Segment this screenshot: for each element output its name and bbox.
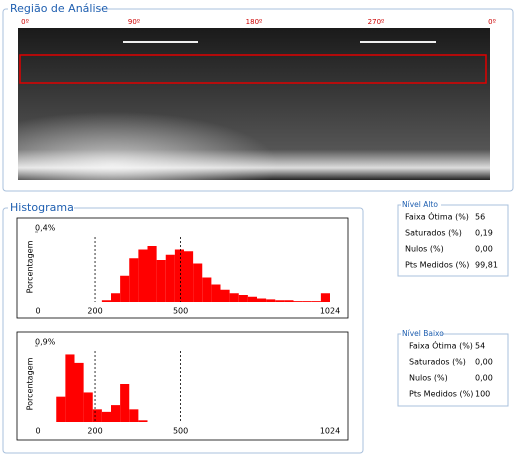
histogram-bar — [129, 409, 139, 422]
legend-bg — [8, 2, 100, 16]
histogram-bar — [211, 284, 221, 302]
histogram-bar — [92, 409, 102, 422]
stats-title: Nível Alto — [402, 200, 438, 209]
stats-label: Faixa Ótima (%) — [409, 340, 473, 351]
stats-title: Nível Baixo — [402, 329, 444, 338]
stats-label: Saturados (%) — [405, 229, 462, 238]
histogram-bar — [111, 405, 121, 422]
histogram-bar — [184, 251, 194, 302]
angle-label: 0º — [21, 18, 29, 26]
analysis-region[interactable] — [19, 54, 487, 84]
stats-value: 99,81 — [475, 261, 498, 270]
stats-label: Nulos (%) — [409, 374, 448, 383]
stats-value: 100 — [475, 390, 490, 399]
histogram-bar — [101, 300, 111, 302]
stats-label: Faixa Ótima (%) — [405, 211, 469, 222]
region-group — [2, 8, 514, 192]
histogram-bar — [111, 293, 121, 302]
x-tick-label: 0 — [35, 427, 40, 436]
stats-label: Nulos (%) — [405, 245, 444, 254]
histogram-bar — [147, 246, 157, 302]
stats-value: 0,00 — [475, 245, 493, 254]
angle-label: 270º — [368, 18, 385, 26]
stats-box — [397, 204, 509, 277]
image-glow — [18, 28, 490, 180]
x-tick-label: 0 — [35, 307, 40, 316]
histogram-bar — [284, 300, 294, 302]
y-tick-label: 0,9% — [35, 338, 56, 347]
x-tick-label: 200 — [87, 307, 102, 316]
histogram-bar — [83, 392, 93, 422]
histogram-bar — [247, 296, 257, 302]
histogram-bar — [220, 289, 230, 302]
angle-label: 90º — [128, 18, 140, 26]
histogram-bar — [275, 300, 285, 302]
x-tick-label: 500 — [173, 427, 188, 436]
y-axis-label: Porcentagem — [26, 240, 35, 293]
histogram-group — [2, 207, 364, 454]
histogram-bar — [74, 362, 84, 422]
histogram-bar — [138, 420, 148, 422]
histogram-bar — [101, 411, 111, 422]
stats-label: Saturados (%) — [409, 358, 466, 367]
histogram-bar — [138, 249, 148, 302]
histogram-bar — [229, 293, 239, 302]
legend-bg — [401, 330, 441, 338]
histogram-bar — [202, 277, 212, 302]
histogram-bar — [156, 260, 166, 302]
histogram-bar — [257, 298, 267, 302]
histogram-bar — [311, 301, 321, 302]
histogram-bar — [120, 384, 130, 422]
stats-label: Pts Medidos (%) — [405, 261, 469, 270]
histogram-bar — [120, 275, 130, 302]
region-title: Região de Análise — [10, 2, 108, 15]
angle-label: 0º — [488, 18, 496, 26]
x-tick-label: 500 — [173, 307, 188, 316]
histogram-bar — [238, 295, 248, 302]
stats-box — [397, 333, 509, 407]
stats-value: 56 — [475, 213, 485, 222]
y-axis-label: Porcentagem — [26, 357, 35, 410]
histogram-bar — [320, 293, 330, 302]
histogram-title: Histograma — [10, 201, 74, 214]
histogram-bar — [65, 354, 75, 422]
angle-label: 180º — [246, 18, 263, 26]
y-tick-label: 0,4% — [35, 224, 56, 233]
histogram-bar — [193, 263, 203, 302]
histogram-bar — [174, 249, 184, 302]
stats-label: Pts Medidos (%) — [409, 390, 473, 399]
histogram-bar — [266, 299, 276, 302]
legend-bg — [8, 201, 74, 215]
histogram-bar — [293, 301, 303, 302]
histogram-bar — [302, 301, 312, 302]
x-tick-label: 1024 — [320, 307, 340, 316]
legend-bg — [401, 201, 441, 209]
histogram-bar — [56, 396, 66, 422]
x-tick-label: 200 — [87, 427, 102, 436]
histogram-bar — [129, 258, 139, 302]
stats-value: 0,19 — [475, 229, 493, 238]
stats-value: 54 — [475, 342, 485, 351]
stats-value: 0,00 — [475, 358, 493, 367]
x-tick-label: 1024 — [320, 427, 340, 436]
histogram-bar — [165, 254, 175, 302]
stats-value: 0,00 — [475, 374, 493, 383]
